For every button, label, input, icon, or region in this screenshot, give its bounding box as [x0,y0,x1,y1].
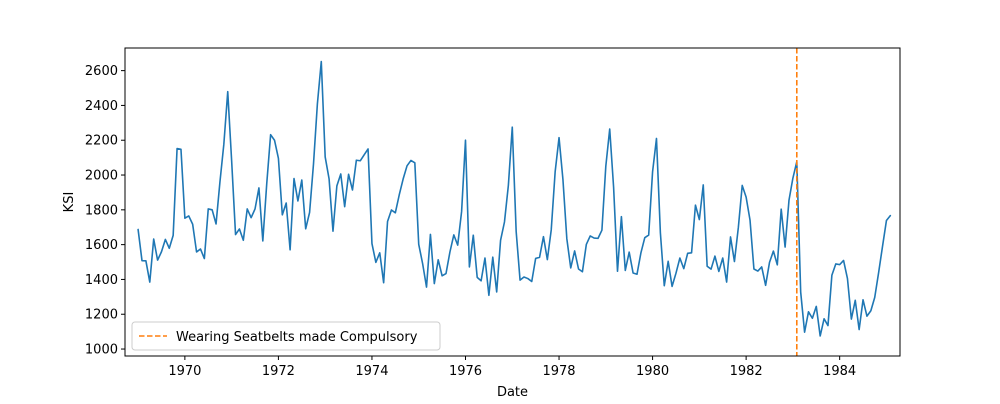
y-axis-title: KSI [62,192,77,213]
plot-frame [124,47,901,357]
y-tick-label: 1400 [85,273,118,288]
x-tick-label: 1972 [262,364,295,379]
plot-lines [137,48,892,356]
y-tick-label: 2400 [85,99,118,114]
x-tick-label: 1970 [168,364,201,379]
y-tick-label: 1600 [85,238,118,253]
ksi-series-line [137,60,892,337]
legend-label: Wearing Seatbelts made Compulsory [176,330,418,345]
x-tick-label: 1982 [730,364,763,379]
x-tick-label: 1984 [823,364,856,379]
x-axis-title: Date [497,385,528,400]
y-tick-label: 2200 [85,134,118,149]
x-tick-label: 1980 [636,364,669,379]
x-tick-label: 1978 [542,364,575,379]
y-tick-label: 1200 [85,308,118,323]
legend: Wearing Seatbelts made Compulsory [131,321,441,351]
y-axis: 1000 1200 1400 1600 1800 2000 2200 2400 2600 [85,64,125,358]
legend-box [131,321,441,351]
y-tick-label: 1800 [85,203,118,218]
x-axis: 1970 1972 1974 1976 1978 1980 1982 1984 [168,356,856,379]
y-tick-label: 2600 [85,64,118,79]
x-tick-label: 1976 [449,364,482,379]
y-tick-label: 1000 [85,343,118,358]
y-tick-label: 2000 [85,169,118,184]
x-tick-label: 1974 [355,364,388,379]
